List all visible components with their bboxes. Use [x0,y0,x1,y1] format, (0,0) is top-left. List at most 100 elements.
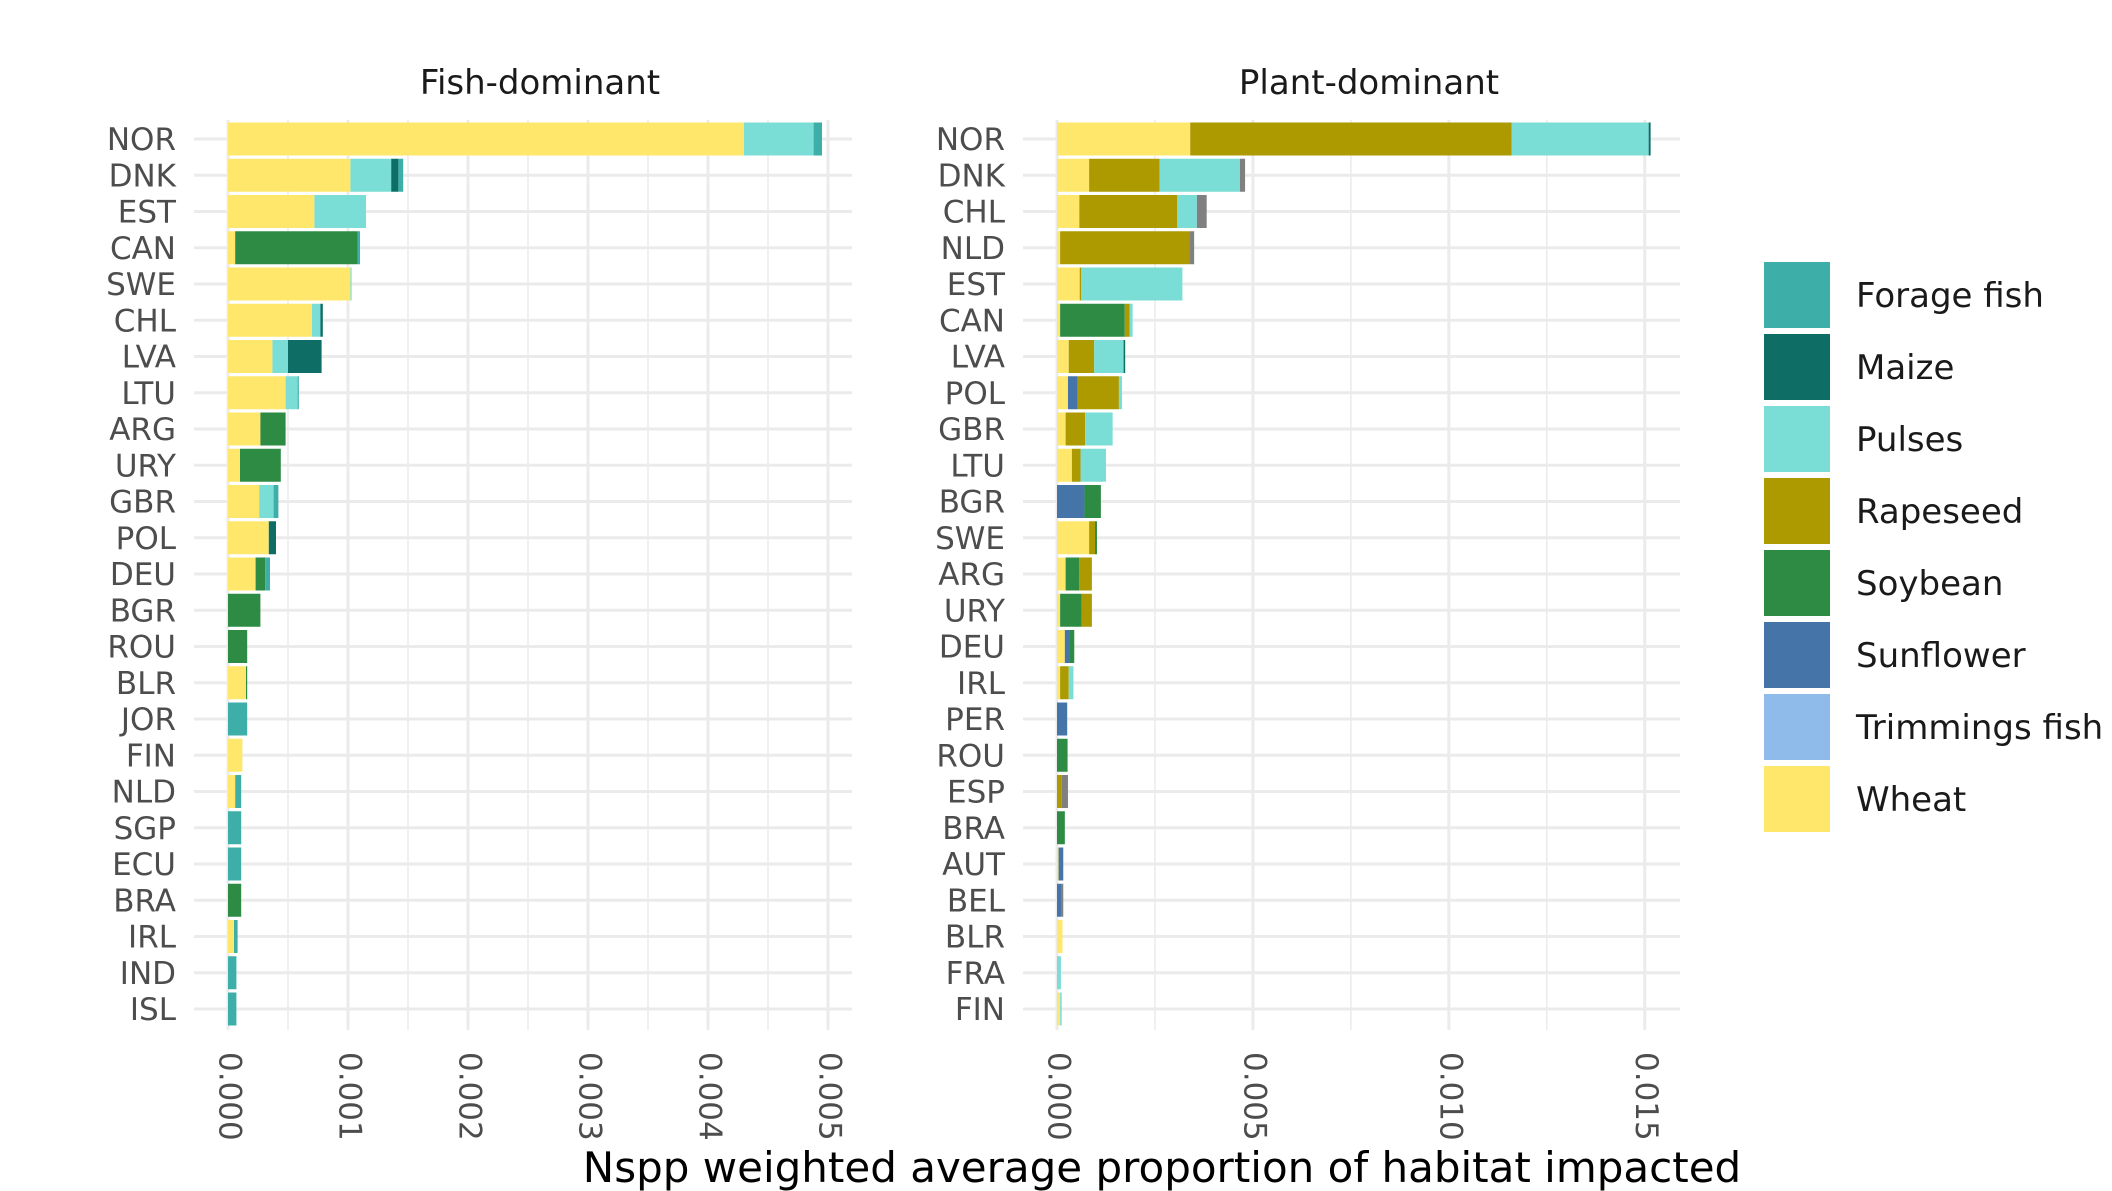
bar-segment-lva-rapeseed [1068,340,1095,373]
bar-segment-deu-sunflower [1064,630,1070,663]
bar-segment-gbr-pulses [259,485,274,518]
bar-segment-rou-soybean [228,630,248,663]
bar-segment-chl-pulses [312,303,321,337]
y-tick-label-rou: ROU [107,630,176,666]
bar-segment-ury-soybean [240,448,281,482]
y-tick-label-fin: FIN [955,992,1005,1028]
bar-segment-can-wheat [1057,303,1061,337]
bar-segment-pol-maize [268,521,276,555]
y-tick-label-nor: NOR [107,122,176,158]
bar-segment-sgp-forage-fish [228,811,242,845]
y-tick-label-arg: ARG [938,557,1005,593]
bar-segment-nld-forage-fish [235,775,242,808]
bar-segment-isl-forage-fish [228,992,237,1026]
bar-segment-est-rapeseed [1079,267,1082,301]
bar-segment-gbr-wheat [1057,412,1066,446]
y-tick-label-fra: FRA [946,956,1005,992]
bar-segment-aut-sunflower [1058,847,1064,881]
legend-label-forage-fish: Forage fish [1856,276,2044,316]
y-tick-label-chl: CHL [943,195,1006,231]
bar-segment-esp-other [1061,775,1068,808]
bar-segment-nor-pulses [1511,122,1649,156]
bar-segment-blr-wheat [228,666,246,700]
y-tick-label-arg: ARG [109,412,176,448]
bar-segment-irl-rapeseed [1060,666,1069,700]
bar-segment-nor-pulses [744,122,814,156]
bar-segment-dnk-wheat [228,158,351,192]
legend-label-wheat: Wheat [1856,780,1966,820]
legend-key-maize [1764,334,1830,400]
bar-segment-gbr-rapeseed [1065,412,1086,446]
y-tick-label-can: CAN [110,231,176,267]
y-tick-labels: NORDNKESTCANSWECHLLVALTUARGURYGBRPOLDEUB… [106,122,177,1028]
y-tick-label-rou: ROU [936,738,1005,774]
y-tick-label-gbr: GBR [938,412,1005,448]
y-tick-label-per: PER [945,702,1005,738]
panel-title-plant-dominant: Plant-dominant [1239,63,1499,103]
bar-segment-can-soybean [1060,303,1125,337]
bar-segment-arg-soybean [1065,557,1080,591]
bar-segment-can-soybean [235,231,358,265]
legend-key-trimmings-fish [1764,694,1830,760]
y-tick-label-dnk: DNK [938,158,1006,194]
bar-segment-dnk-pulses [1159,158,1240,192]
bar-segment-chl-other [1196,195,1207,228]
bar-segment-irl-pulses [1068,666,1074,700]
bar-segment-ecu-forage-fish [228,847,242,881]
bar-segment-gbr-pulses [1085,412,1113,446]
y-tick-label-deu: DEU [939,630,1005,666]
y-tick-label-esp: ESP [947,775,1005,811]
bar-segment-nor-forage-fish [813,122,822,156]
bar-segment-nor-wheat [228,122,744,156]
bar-segment-swe-wheat [1057,521,1090,555]
y-tick-label-bgr: BGR [939,485,1005,521]
bar-segment-lva-wheat [1057,340,1069,373]
bar-segment-swe-pulses [350,267,352,301]
y-tick-label-lva: LVA [122,340,176,376]
bar-segment-ury-rapeseed [1081,593,1092,627]
x-tick-label-0-010: 0.010 [1432,1052,1468,1141]
legend-key-pulses [1764,406,1830,472]
bar-segment-fin-wheat [1057,992,1061,1026]
bar-segment-est-pulses [1081,267,1183,301]
legend-key-wheat [1764,766,1830,832]
bar-segment-deu-wheat [1057,630,1065,663]
y-tick-label-bra: BRA [113,883,176,919]
x-tick-label-0-002: 0.002 [452,1052,488,1141]
panel-fish-dominant: Fish-dominant NORDNKESTCANSWECHLLVALTUAR… [106,63,852,1141]
bar-segment-pol-rapeseed [1077,376,1119,410]
legend-label-soybean: Soybean [1856,564,2003,604]
x-tick-label-0-005: 0.005 [812,1052,848,1141]
bar-segment-nor-maize [1648,122,1651,156]
y-tick-label-pol: POL [116,521,177,557]
bar-segment-dnk-wheat [1057,158,1090,192]
legend: Forage fish Maize Pulses Rapeseed Soybean Sun… [1764,262,2103,832]
bar-segment-deu-wheat [228,557,256,591]
bar-segment-deu-soybean [255,557,266,591]
bar-segment-ltu-wheat [228,376,286,410]
bar-segment-ltu-pulses [1080,448,1106,482]
bar-segment-esp-rapeseed [1057,775,1062,808]
bar-segment-ind-forage-fish [228,956,237,990]
y-tick-label-nld: NLD [941,231,1005,267]
bar-segment-lva-wheat [228,340,273,373]
y-tick-label-bel: BEL [947,883,1006,919]
bar-segment-can-pulses [1129,303,1133,337]
bar-segment-lva-pulses [1094,340,1124,373]
bar-segment-gbr-forage-fish [273,485,279,518]
bar-segment-est-wheat [228,195,315,228]
bar-segment-lva-maize [1123,340,1126,373]
x-tick-label-0-005: 0.005 [1236,1052,1272,1141]
bar-segment-ltu-rapeseed [1071,448,1081,482]
bar-segment-fin-wheat [228,738,243,772]
y-tick-label-irl: IRL [957,666,1006,702]
bar-segment-swe-soybean [1095,521,1097,555]
bar-segment-nor-wheat [1057,122,1191,156]
bar-segment-dnk-pulses [350,158,392,192]
bar-segment-nld-wheat [228,775,236,808]
legend-label-sunflower: Sunflower [1856,636,2026,676]
y-tick-label-ecu: ECU [112,847,176,883]
bar-segment-arg-wheat [228,412,261,446]
bar-segment-deu-forage-fish [265,557,270,591]
legend-label-trimmings-fish: Trimmings fish [1855,708,2103,748]
